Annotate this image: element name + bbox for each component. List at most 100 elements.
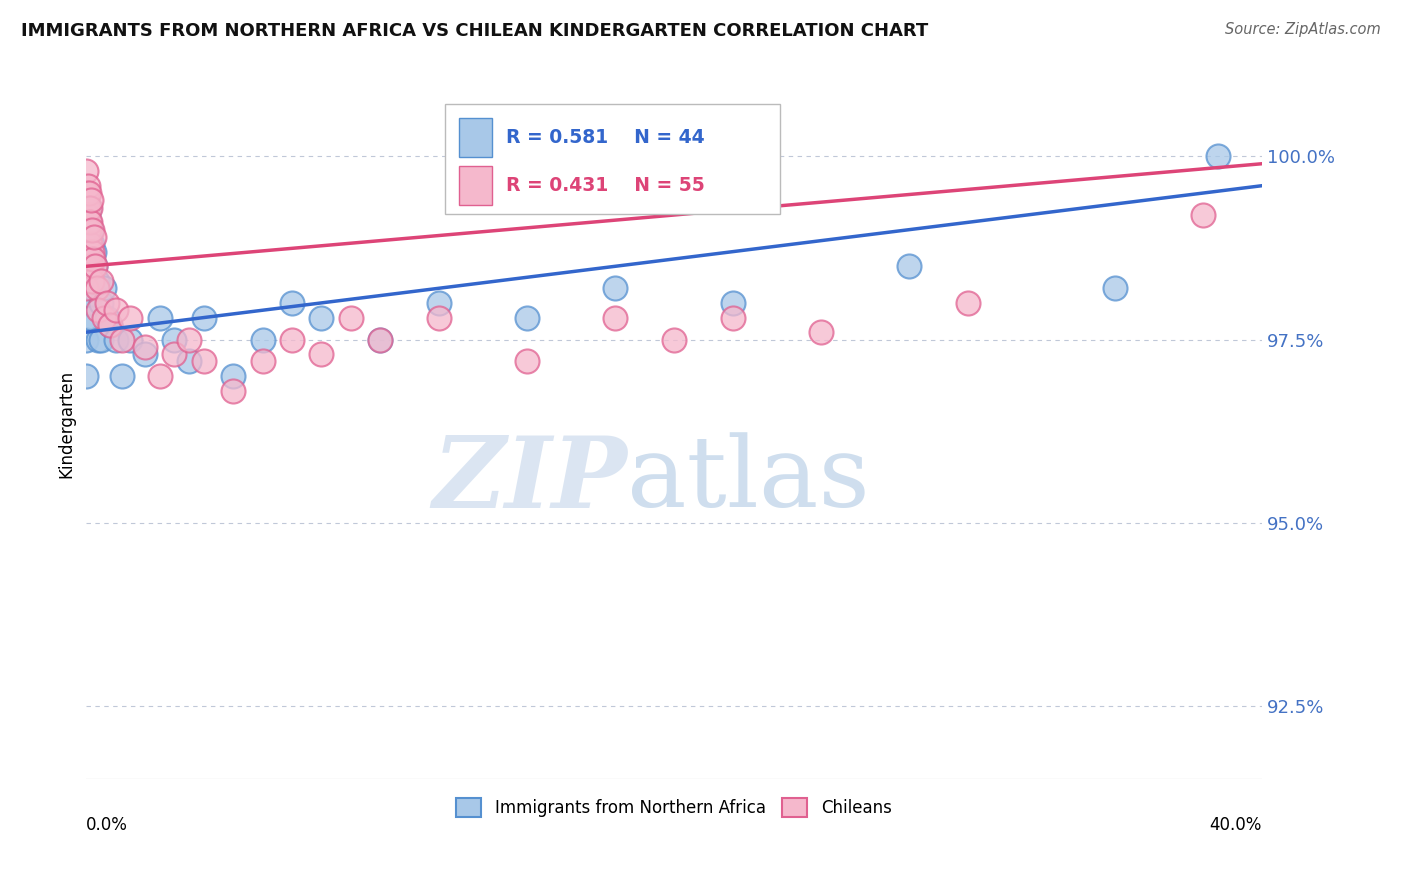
Point bbox=[1206, 149, 1229, 163]
Point bbox=[163, 333, 186, 347]
Point bbox=[80, 310, 103, 325]
Point bbox=[76, 260, 98, 274]
Point bbox=[110, 369, 132, 384]
FancyBboxPatch shape bbox=[444, 104, 780, 214]
Point bbox=[76, 208, 98, 222]
Point bbox=[98, 318, 121, 332]
Point bbox=[222, 384, 245, 398]
Point bbox=[605, 310, 627, 325]
Point bbox=[721, 296, 744, 310]
Point bbox=[75, 296, 97, 310]
Point bbox=[75, 201, 97, 215]
Point bbox=[662, 333, 685, 347]
Point bbox=[110, 333, 132, 347]
Point bbox=[1192, 208, 1215, 222]
Point bbox=[179, 333, 201, 347]
Point bbox=[516, 310, 538, 325]
Point bbox=[120, 333, 142, 347]
Point bbox=[90, 274, 112, 288]
Point bbox=[75, 310, 97, 325]
Point bbox=[75, 222, 97, 236]
Text: R = 0.581    N = 44: R = 0.581 N = 44 bbox=[506, 128, 704, 147]
Point bbox=[76, 186, 98, 200]
FancyBboxPatch shape bbox=[458, 166, 492, 205]
Y-axis label: Kindergarten: Kindergarten bbox=[58, 369, 75, 478]
Point bbox=[77, 296, 100, 310]
Point bbox=[75, 333, 97, 347]
Text: atlas: atlas bbox=[627, 433, 870, 528]
Point bbox=[84, 260, 107, 274]
Legend: Immigrants from Northern Africa, Chileans: Immigrants from Northern Africa, Chilean… bbox=[450, 791, 898, 824]
Text: R = 0.431    N = 55: R = 0.431 N = 55 bbox=[506, 177, 704, 195]
Point bbox=[311, 347, 333, 361]
Point bbox=[427, 310, 450, 325]
Point bbox=[340, 310, 363, 325]
Point bbox=[87, 333, 110, 347]
Point bbox=[368, 333, 391, 347]
Point bbox=[75, 260, 97, 274]
Point bbox=[134, 340, 156, 354]
Point bbox=[84, 260, 107, 274]
Point bbox=[163, 347, 186, 361]
Point bbox=[75, 186, 97, 200]
Point bbox=[76, 222, 98, 236]
Point bbox=[311, 310, 333, 325]
Point bbox=[898, 260, 921, 274]
Point bbox=[77, 215, 100, 229]
Point bbox=[82, 252, 104, 266]
Text: ZIP: ZIP bbox=[432, 433, 627, 529]
Text: 40.0%: 40.0% bbox=[1209, 815, 1263, 834]
Point bbox=[77, 222, 100, 236]
Point bbox=[281, 296, 304, 310]
Point bbox=[83, 244, 105, 259]
Point bbox=[79, 237, 101, 252]
Point bbox=[76, 178, 98, 193]
Point bbox=[516, 354, 538, 368]
Point bbox=[77, 201, 100, 215]
Point bbox=[77, 244, 100, 259]
Text: 0.0%: 0.0% bbox=[86, 815, 128, 834]
Point bbox=[83, 230, 105, 244]
Point bbox=[75, 260, 97, 274]
Point bbox=[75, 222, 97, 236]
Point bbox=[222, 369, 245, 384]
Point bbox=[77, 215, 100, 229]
Point bbox=[77, 201, 100, 215]
Point bbox=[120, 310, 142, 325]
Point bbox=[90, 296, 112, 310]
Point bbox=[956, 296, 979, 310]
Point bbox=[281, 333, 304, 347]
Point bbox=[87, 303, 110, 318]
Point bbox=[193, 354, 215, 368]
Point bbox=[77, 186, 100, 200]
Point bbox=[149, 369, 172, 384]
Point bbox=[80, 260, 103, 274]
Point bbox=[86, 281, 108, 295]
Point bbox=[86, 274, 108, 288]
Point bbox=[75, 369, 97, 384]
Point bbox=[76, 208, 98, 222]
Point bbox=[368, 333, 391, 347]
Point bbox=[96, 296, 118, 310]
Point bbox=[104, 303, 127, 318]
Point bbox=[80, 244, 103, 259]
Point bbox=[1104, 281, 1126, 295]
Point bbox=[810, 325, 832, 339]
Point bbox=[721, 310, 744, 325]
FancyBboxPatch shape bbox=[458, 118, 492, 157]
Point bbox=[149, 310, 172, 325]
Point bbox=[82, 222, 104, 236]
Text: Source: ZipAtlas.com: Source: ZipAtlas.com bbox=[1225, 22, 1381, 37]
Point bbox=[104, 333, 127, 347]
Point bbox=[93, 281, 115, 295]
Point bbox=[75, 281, 97, 295]
Point bbox=[427, 296, 450, 310]
Point bbox=[90, 333, 112, 347]
Point bbox=[75, 237, 97, 252]
Point bbox=[82, 274, 104, 288]
Point bbox=[82, 281, 104, 295]
Point bbox=[134, 347, 156, 361]
Point bbox=[82, 237, 104, 252]
Point bbox=[252, 354, 274, 368]
Point bbox=[605, 281, 627, 295]
